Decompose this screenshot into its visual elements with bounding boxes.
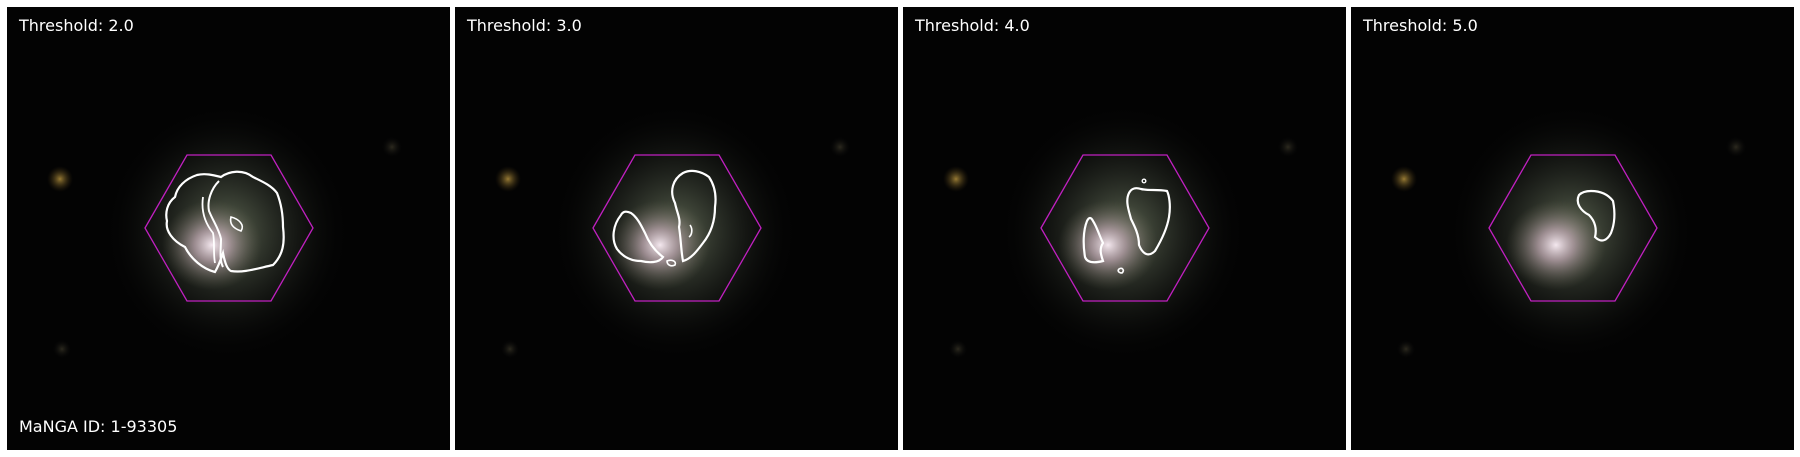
galaxy-core [162,200,262,290]
background-star [501,340,519,358]
contour-outline [612,210,665,264]
galaxy-image [1351,7,1794,450]
background-star [949,340,967,358]
contour-outline [1576,189,1616,242]
contour-outline [666,259,677,267]
contour-outline [201,196,216,264]
contour-outline [688,224,693,238]
galaxy-core [610,200,710,290]
panel-threshold-2: Threshold: 2.0 MaNGA ID: 1-93305 [7,7,450,450]
ifu-hexagon [1488,154,1658,302]
background-star [1726,137,1746,157]
background-star [53,340,71,358]
ifu-hexagon [1040,154,1210,302]
threshold-label: Threshold: 2.0 [19,16,134,35]
threshold-label: Threshold: 3.0 [467,16,582,35]
contour-outline [207,180,224,268]
background-star [1391,166,1417,192]
ifu-hexagon [144,154,314,302]
background-star [830,137,850,157]
panel-threshold-3: Threshold: 3.0 [455,7,898,450]
galaxy-core [1058,200,1158,290]
contour-outline [1082,216,1105,264]
contour-outline [229,216,244,232]
galaxy-image [903,7,1346,450]
threshold-label: Threshold: 5.0 [1363,16,1478,35]
background-star [47,166,73,192]
ifu-hexagon [592,154,762,302]
background-star [382,137,402,157]
threshold-label: Threshold: 4.0 [915,16,1030,35]
panel-threshold-4: Threshold: 4.0 [903,7,1346,450]
background-star [1278,137,1298,157]
galaxy-core [1506,200,1606,290]
contour-outline [1117,267,1125,274]
galaxy-image [7,7,450,450]
contour-outline [165,170,285,274]
background-star [1397,340,1415,358]
background-star [943,166,969,192]
contour-outline [671,169,717,263]
background-star [495,166,521,192]
galaxy-image [455,7,898,450]
contour-outline [1141,178,1147,184]
panel-threshold-5: Threshold: 5.0 [1351,7,1794,450]
manga-id-label: MaNGA ID: 1-93305 [19,417,178,436]
contour-outline [1126,187,1171,256]
